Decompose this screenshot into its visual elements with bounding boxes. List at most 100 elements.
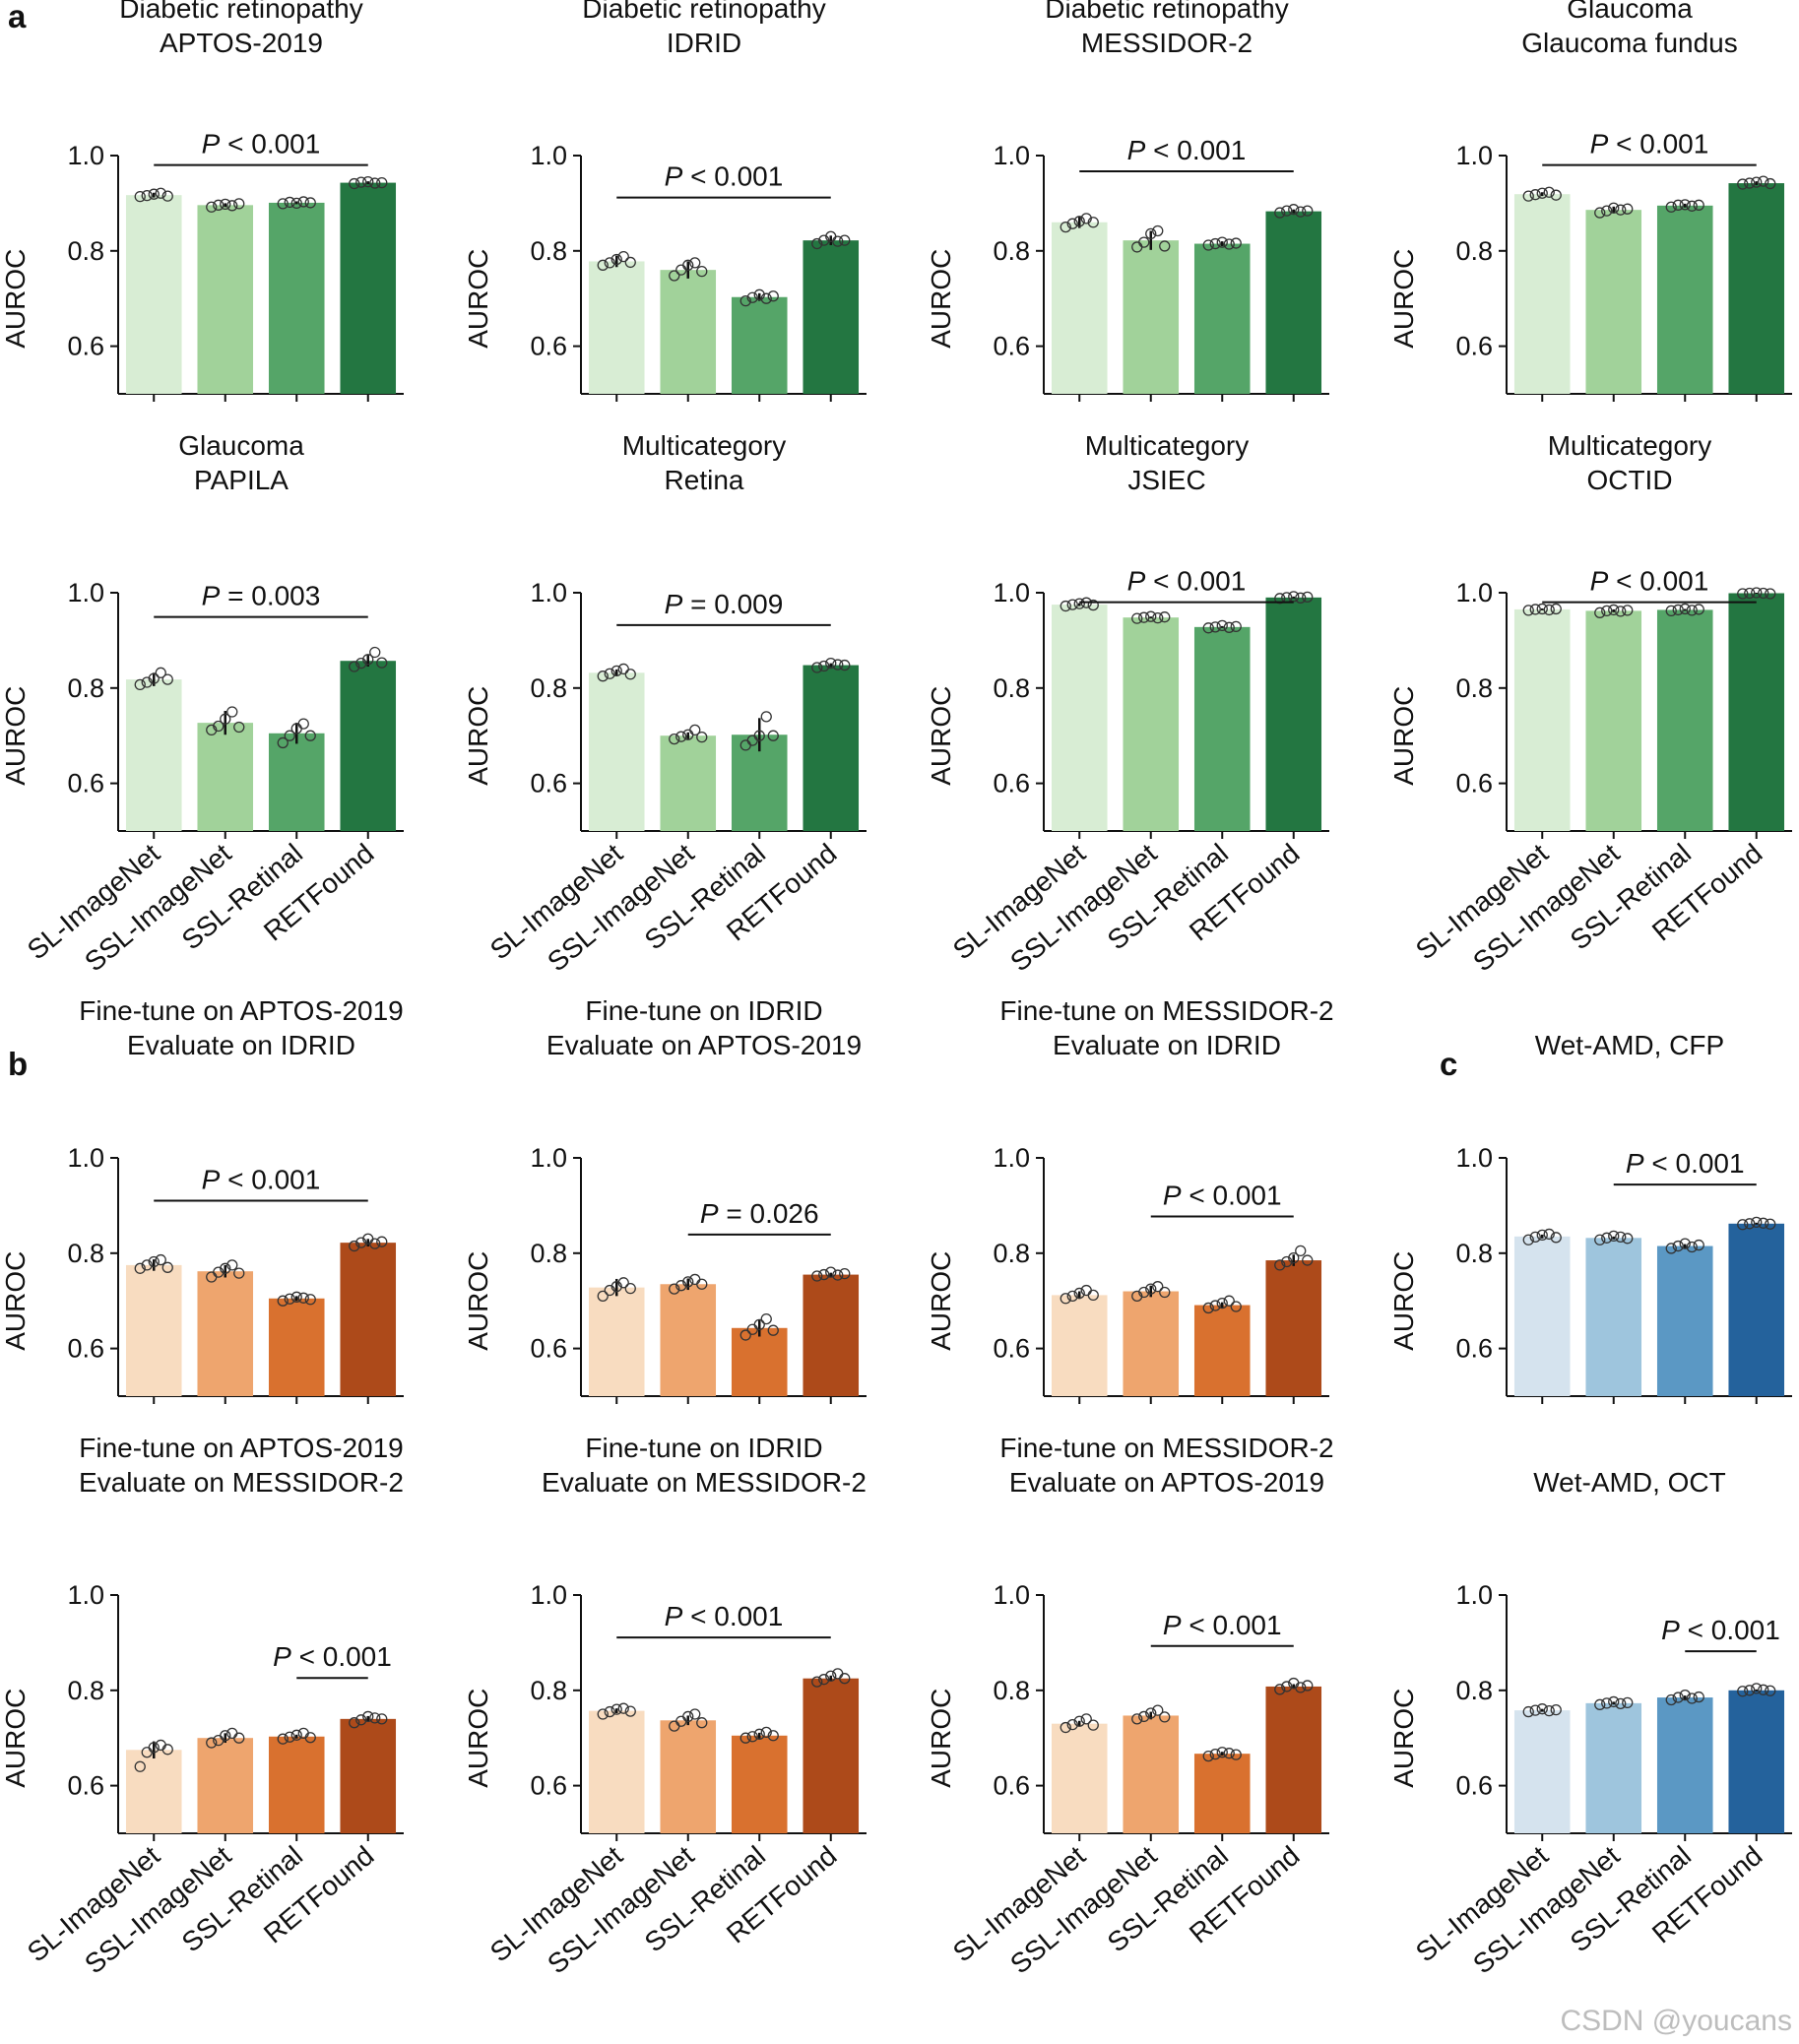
p-value-label: P < 0.001 bbox=[1626, 1148, 1745, 1179]
chart-title: Fine-tune on IDRID bbox=[585, 1433, 822, 1463]
bar bbox=[1656, 1246, 1713, 1396]
data-point bbox=[304, 197, 316, 209]
chart-panel-6: Multicategory Retina AUROC 0.6 0.8 1.0 P = 0.0… bbox=[463, 430, 867, 978]
y-axis-label: AUROC bbox=[463, 1251, 493, 1351]
bar bbox=[1265, 1686, 1322, 1833]
chart-panel-1: Diabetic retinopathy APTOS-2019 AUROC 0.6 0.… bbox=[0, 0, 404, 402]
p-value-label: P < 0.001 bbox=[665, 161, 784, 192]
data-point bbox=[220, 198, 231, 211]
data-point bbox=[141, 1259, 153, 1271]
data-point bbox=[1159, 240, 1171, 252]
bar bbox=[588, 261, 645, 394]
data-point bbox=[1145, 1707, 1157, 1719]
y-tick-label: 0.6 bbox=[993, 1334, 1030, 1364]
data-point bbox=[624, 669, 636, 680]
bar bbox=[1123, 617, 1180, 831]
bar bbox=[197, 205, 254, 394]
p-value-label: P < 0.001 bbox=[1661, 1615, 1780, 1645]
data-point bbox=[355, 1237, 367, 1248]
y-axis-label: AUROC bbox=[463, 249, 493, 349]
data-point bbox=[155, 1253, 166, 1266]
bar bbox=[1051, 222, 1108, 394]
data-point bbox=[1543, 186, 1555, 198]
data-point bbox=[1080, 213, 1092, 224]
data-point bbox=[1543, 1704, 1555, 1717]
panel-letter: b bbox=[8, 1046, 28, 1082]
data-point bbox=[226, 200, 238, 212]
data-point bbox=[304, 1294, 316, 1306]
data-point bbox=[624, 1705, 636, 1717]
data-point bbox=[1080, 1713, 1092, 1725]
data-point bbox=[1274, 1684, 1286, 1695]
y-tick-label: 1.0 bbox=[993, 1580, 1030, 1610]
data-point bbox=[1594, 1234, 1606, 1246]
y-axis-label: AUROC bbox=[1388, 249, 1419, 349]
data-point bbox=[1679, 603, 1691, 615]
data-point bbox=[1522, 1234, 1534, 1246]
data-point bbox=[1751, 587, 1763, 599]
y-tick-label: 1.0 bbox=[1455, 141, 1493, 170]
data-point bbox=[689, 1708, 701, 1720]
bar bbox=[588, 672, 645, 831]
bar bbox=[340, 661, 397, 831]
data-point bbox=[1744, 1685, 1756, 1696]
data-point bbox=[597, 671, 609, 682]
data-point bbox=[1543, 604, 1555, 616]
data-point bbox=[1751, 1683, 1763, 1694]
data-point bbox=[284, 196, 295, 209]
chart-title: Evaluate on APTOS-2019 bbox=[1009, 1467, 1324, 1498]
data-point bbox=[1615, 1697, 1627, 1710]
data-point bbox=[832, 1269, 844, 1281]
bar bbox=[125, 679, 182, 831]
data-point bbox=[624, 1282, 636, 1295]
data-point bbox=[141, 190, 153, 202]
bar bbox=[1051, 605, 1108, 831]
data-point bbox=[1522, 190, 1534, 202]
data-point bbox=[1202, 1750, 1214, 1762]
chart-title: Multicategory bbox=[1548, 430, 1712, 461]
bar bbox=[803, 1274, 860, 1396]
data-point bbox=[617, 663, 629, 675]
data-point bbox=[1202, 622, 1214, 634]
data-point bbox=[1751, 176, 1763, 188]
data-point bbox=[1223, 1295, 1235, 1307]
data-point bbox=[213, 199, 225, 211]
data-point bbox=[832, 1668, 844, 1680]
data-point bbox=[739, 1732, 751, 1744]
y-tick-label: 0.8 bbox=[993, 1239, 1030, 1268]
data-point bbox=[617, 1277, 629, 1289]
data-point bbox=[233, 1732, 245, 1744]
bar bbox=[1585, 210, 1642, 394]
data-point bbox=[839, 1267, 851, 1280]
bar bbox=[1265, 211, 1322, 394]
data-point bbox=[284, 730, 295, 741]
y-tick-label: 1.0 bbox=[530, 578, 567, 607]
data-point bbox=[1601, 1697, 1613, 1709]
p-value-label: P < 0.001 bbox=[202, 1165, 321, 1195]
data-point bbox=[362, 654, 374, 666]
chart-panel-9: Fine-tune on APTOS-2019 Evaluate on IDRID… bbox=[0, 995, 404, 1404]
data-point bbox=[610, 1281, 622, 1293]
data-point bbox=[134, 1262, 146, 1274]
chart-title: Diabetic retinopathy bbox=[119, 0, 362, 24]
data-point bbox=[1737, 588, 1749, 600]
bar bbox=[1265, 1260, 1322, 1396]
data-point bbox=[277, 1295, 289, 1307]
data-point bbox=[1066, 1290, 1078, 1303]
data-point bbox=[1529, 189, 1541, 201]
data-point bbox=[362, 1710, 374, 1723]
data-point bbox=[1601, 605, 1613, 617]
data-point bbox=[1138, 1710, 1150, 1723]
y-tick-label: 0.6 bbox=[993, 332, 1030, 361]
data-point bbox=[1665, 1243, 1677, 1254]
bar bbox=[1123, 240, 1180, 394]
data-point bbox=[669, 270, 680, 282]
data-point bbox=[297, 1292, 309, 1304]
bar bbox=[803, 665, 860, 831]
data-point bbox=[624, 256, 636, 269]
chart-title: Evaluate on MESSIDOR-2 bbox=[542, 1467, 867, 1498]
data-point bbox=[1765, 1685, 1776, 1696]
data-point bbox=[1159, 1711, 1171, 1723]
data-point bbox=[1594, 207, 1606, 219]
data-point bbox=[597, 259, 609, 271]
